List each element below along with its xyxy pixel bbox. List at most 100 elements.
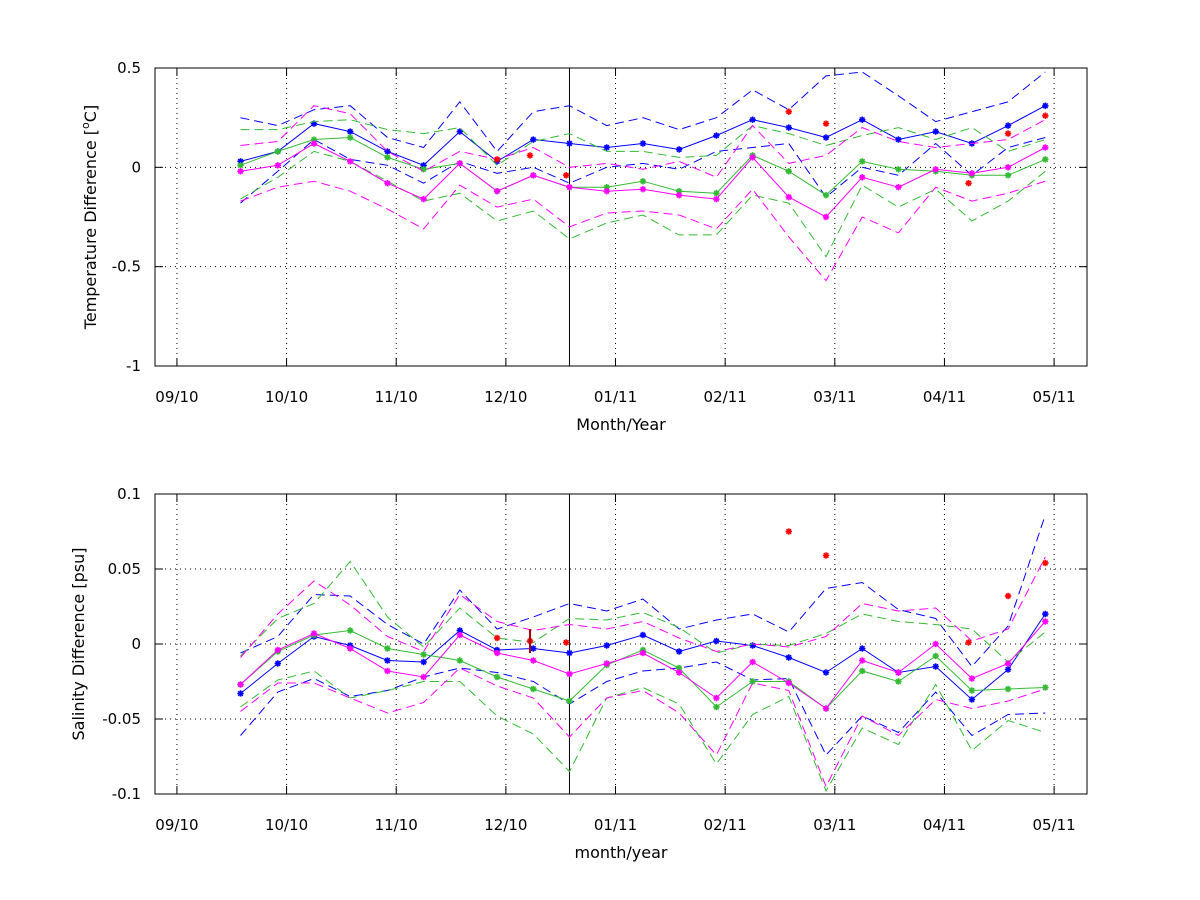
data-point-marker xyxy=(526,152,534,159)
data-point-marker xyxy=(384,667,391,675)
data-point-marker xyxy=(968,696,976,703)
x-tick-label: 09/10 xyxy=(155,388,198,406)
data-point-marker xyxy=(822,669,830,676)
data-point-marker xyxy=(530,645,537,652)
x-tick-label: 12/10 xyxy=(484,816,527,834)
data-point-marker xyxy=(822,120,830,127)
data-point-marker xyxy=(603,660,610,667)
dashed-series-line-8 xyxy=(240,180,1046,282)
x-tick-label: 10/10 xyxy=(265,388,308,406)
data-point-marker xyxy=(1004,592,1012,600)
data-point-marker xyxy=(310,140,318,147)
data-point-marker xyxy=(932,640,939,648)
data-point-marker xyxy=(965,180,972,187)
data-point-marker xyxy=(822,705,830,712)
temperature-x-axis-label: Month/Year xyxy=(576,415,666,434)
data-point-marker xyxy=(968,170,976,177)
data-point-marker xyxy=(822,213,830,221)
data-point-marker xyxy=(749,642,756,649)
data-point-marker xyxy=(785,168,792,175)
data-point-marker xyxy=(384,645,391,652)
x-tick-label: 02/11 xyxy=(704,388,747,406)
y-tick-label: -0.5 xyxy=(112,258,141,276)
data-point-marker xyxy=(603,642,610,649)
series-line-0 xyxy=(240,613,1046,701)
data-point-marker xyxy=(895,184,902,191)
salinity-ticks: 09/10 10/10 11/10 12/10 01/11 02/11 03/11 04/11… xyxy=(102,485,1087,834)
data-point-marker xyxy=(456,631,464,639)
data-point-marker xyxy=(274,148,282,155)
data-point-marker xyxy=(785,193,792,201)
x-tick-label: 05/11 xyxy=(1032,388,1075,406)
data-point-marker xyxy=(859,174,866,181)
temperature-ticks: 09/10 10/10 11/10 12/10 01/11 02/11 03/11 04/11… xyxy=(112,59,1087,406)
data-point-marker xyxy=(1042,102,1049,109)
temperature-grid xyxy=(155,68,1087,366)
data-point-marker xyxy=(1004,666,1012,673)
y-tick-label: -0.05 xyxy=(102,710,141,728)
data-point-marker xyxy=(420,658,427,666)
data-point-marker xyxy=(639,649,647,657)
data-point-marker xyxy=(968,687,976,694)
dashed-series-line-5 xyxy=(240,670,1046,793)
data-point-marker xyxy=(965,639,972,646)
temperature-axes-frame xyxy=(154,67,1088,367)
x-tick-label: 01/11 xyxy=(594,388,637,406)
data-point-marker xyxy=(493,156,501,163)
dashed-series-line-7 xyxy=(240,105,1046,178)
data-point-marker xyxy=(310,630,318,637)
data-point-marker xyxy=(1004,130,1012,137)
temperature-y-axis-label: Temperature Difference [oC] xyxy=(79,105,100,330)
data-point-marker xyxy=(346,134,354,141)
data-point-marker xyxy=(1042,684,1049,691)
data-point-marker xyxy=(822,134,830,141)
data-point-marker xyxy=(713,195,720,203)
data-point-marker xyxy=(785,124,792,131)
salinity-grid xyxy=(155,494,1087,794)
data-point-marker xyxy=(932,652,939,660)
data-point-marker xyxy=(785,679,792,687)
data-point-marker xyxy=(456,160,464,167)
data-point-marker xyxy=(713,694,720,702)
data-point-marker xyxy=(895,669,902,676)
dashed-series-line-4 xyxy=(240,119,1046,166)
x-tick-label: 03/11 xyxy=(813,816,856,834)
data-point-marker xyxy=(1042,144,1049,151)
salinity-x-axis-label: month/year xyxy=(574,843,667,862)
dashed-series-line-8 xyxy=(240,667,1046,788)
data-point-marker xyxy=(1042,610,1049,618)
data-point-marker xyxy=(384,657,391,664)
x-tick-label: 09/10 xyxy=(155,816,198,834)
salinity-y-axis-label: Salinity Difference [psu] xyxy=(69,548,88,741)
data-point-marker xyxy=(639,140,647,147)
data-point-marker xyxy=(566,670,573,678)
data-point-marker xyxy=(566,697,573,705)
dashed-series-line-1 xyxy=(240,71,1046,153)
salinity-series xyxy=(237,514,1049,793)
data-point-marker xyxy=(713,637,720,645)
temperature-y-label-tail: C] xyxy=(81,105,100,122)
y-tick-label: 0.1 xyxy=(117,485,141,503)
dashed-series-line-1 xyxy=(240,514,1046,668)
x-tick-label: 11/10 xyxy=(375,388,418,406)
temperature-panel: 09/10 10/10 11/10 12/10 01/11 02/11 03/11 04/11… xyxy=(79,59,1088,434)
data-point-marker xyxy=(562,172,570,179)
x-tick-label: 05/11 xyxy=(1032,816,1075,834)
data-point-marker xyxy=(530,657,537,664)
data-point-marker xyxy=(237,162,244,169)
temperature-series xyxy=(237,71,1049,282)
data-point-marker xyxy=(274,660,282,667)
dashed-series-line-5 xyxy=(240,150,1046,258)
data-point-marker xyxy=(1004,685,1012,693)
data-point-marker xyxy=(566,140,573,147)
data-point-marker xyxy=(1004,122,1012,129)
data-point-marker xyxy=(1042,559,1049,567)
y-tick-label: -0.1 xyxy=(112,785,141,803)
salinity-panel: 09/10 10/10 11/10 12/10 01/11 02/11 03/11 04/11… xyxy=(69,485,1088,862)
data-point-marker xyxy=(603,187,610,195)
x-tick-label: 10/10 xyxy=(265,816,308,834)
data-point-marker xyxy=(749,154,756,161)
x-tick-label: 04/11 xyxy=(923,816,966,834)
data-point-marker xyxy=(237,681,244,688)
data-point-marker xyxy=(1004,660,1012,667)
